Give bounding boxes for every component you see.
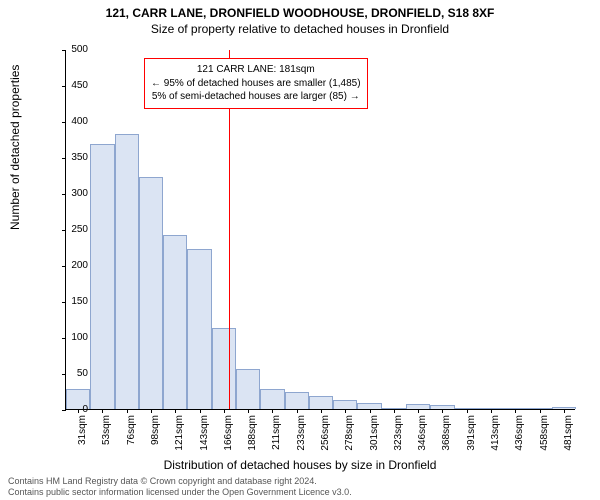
x-tick-label: 368sqm	[441, 415, 452, 455]
x-tick-mark	[175, 409, 176, 413]
x-tick-mark	[394, 409, 395, 413]
histogram-bar	[285, 392, 309, 409]
y-tick-label: 300	[58, 188, 88, 199]
x-tick-label: 98sqm	[150, 415, 161, 455]
footer-line-2: Contains public sector information licen…	[8, 487, 592, 498]
x-tick-mark	[127, 409, 128, 413]
x-axis-label: Distribution of detached houses by size …	[0, 458, 600, 472]
x-tick-label: 481sqm	[563, 415, 574, 455]
x-tick-label: 53sqm	[101, 415, 112, 455]
y-tick-label: 350	[58, 152, 88, 163]
x-tick-label: 166sqm	[223, 415, 234, 455]
x-tick-label: 458sqm	[539, 415, 550, 455]
x-tick-mark	[442, 409, 443, 413]
x-tick-mark	[491, 409, 492, 413]
x-tick-mark	[297, 409, 298, 413]
y-tick-label: 400	[58, 116, 88, 127]
x-tick-mark	[370, 409, 371, 413]
annotation-line: 121 CARR LANE: 181sqm	[151, 63, 361, 77]
histogram-bar	[309, 396, 333, 409]
y-tick-label: 150	[58, 296, 88, 307]
y-tick-label: 50	[58, 368, 88, 379]
x-tick-label: 278sqm	[344, 415, 355, 455]
x-tick-mark	[345, 409, 346, 413]
y-tick-label: 500	[58, 44, 88, 55]
page-title-1: 121, CARR LANE, DRONFIELD WOODHOUSE, DRO…	[0, 0, 600, 20]
histogram-bar	[236, 369, 260, 409]
footer-line-1: Contains HM Land Registry data © Crown c…	[8, 476, 592, 487]
footer-attribution: Contains HM Land Registry data © Crown c…	[8, 476, 592, 499]
annotation-box: 121 CARR LANE: 181sqm← 95% of detached h…	[144, 58, 368, 109]
histogram-bar	[115, 134, 139, 409]
x-tick-label: 76sqm	[126, 415, 137, 455]
annotation-line: ← 95% of detached houses are smaller (1,…	[151, 77, 361, 91]
x-tick-label: 436sqm	[514, 415, 525, 455]
x-tick-label: 256sqm	[320, 415, 331, 455]
histogram-bar	[163, 235, 187, 409]
x-tick-mark	[224, 409, 225, 413]
x-tick-label: 391sqm	[466, 415, 477, 455]
histogram-chart: 121 CARR LANE: 181sqm← 95% of detached h…	[65, 50, 575, 410]
x-tick-label: 323sqm	[393, 415, 404, 455]
y-tick-label: 450	[58, 80, 88, 91]
x-tick-label: 31sqm	[77, 415, 88, 455]
x-tick-mark	[515, 409, 516, 413]
y-axis-label: Number of detached properties	[8, 65, 22, 230]
x-tick-mark	[102, 409, 103, 413]
annotation-line: 5% of semi-detached houses are larger (8…	[151, 90, 361, 104]
x-tick-mark	[248, 409, 249, 413]
histogram-bar	[90, 144, 114, 409]
x-tick-mark	[540, 409, 541, 413]
histogram-bar	[333, 400, 357, 409]
x-tick-mark	[151, 409, 152, 413]
histogram-bar	[212, 328, 236, 409]
y-tick-label: 200	[58, 260, 88, 271]
x-tick-label: 143sqm	[199, 415, 210, 455]
x-tick-mark	[272, 409, 273, 413]
x-tick-mark	[467, 409, 468, 413]
x-tick-mark	[200, 409, 201, 413]
x-tick-mark	[418, 409, 419, 413]
x-tick-label: 301sqm	[369, 415, 380, 455]
x-tick-label: 121sqm	[174, 415, 185, 455]
histogram-bar	[260, 389, 284, 409]
y-tick-label: 100	[58, 332, 88, 343]
x-tick-label: 346sqm	[417, 415, 428, 455]
x-tick-label: 233sqm	[296, 415, 307, 455]
page-title-2: Size of property relative to detached ho…	[0, 20, 600, 36]
x-tick-label: 211sqm	[271, 415, 282, 455]
histogram-bar	[187, 249, 211, 409]
x-tick-label: 188sqm	[247, 415, 258, 455]
y-tick-label: 250	[58, 224, 88, 235]
histogram-bar	[139, 177, 163, 409]
y-tick-label: 0	[58, 404, 88, 415]
x-tick-mark	[564, 409, 565, 413]
x-tick-label: 413sqm	[490, 415, 501, 455]
x-tick-mark	[321, 409, 322, 413]
